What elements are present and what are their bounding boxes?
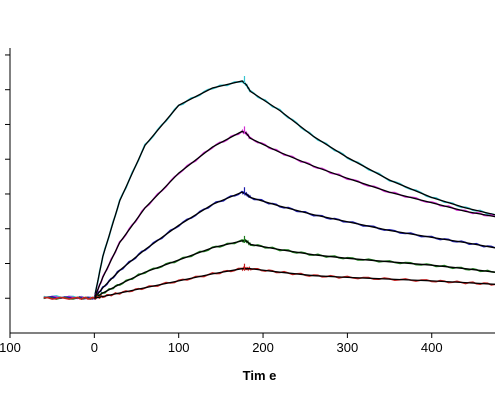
series-4-fit	[94, 268, 495, 299]
x-tick-label-0: 100	[0, 340, 21, 355]
x-tick-label-5: 400	[421, 340, 443, 355]
x-axis-title: Tim e	[243, 368, 277, 383]
x-tick-label-4: 300	[337, 340, 359, 355]
series-2-fit	[93, 191, 495, 299]
x-tick-label-1: 0	[91, 340, 98, 355]
series-2-trace	[43, 190, 495, 300]
x-tick-label-2: 100	[168, 340, 190, 355]
series-1-trace	[43, 128, 495, 300]
x-tick-label-3: 200	[252, 340, 274, 355]
series-3-fit	[93, 240, 495, 299]
series-0-trace	[43, 80, 495, 301]
series-0-fit	[93, 80, 495, 299]
series-1-fit	[93, 130, 495, 299]
